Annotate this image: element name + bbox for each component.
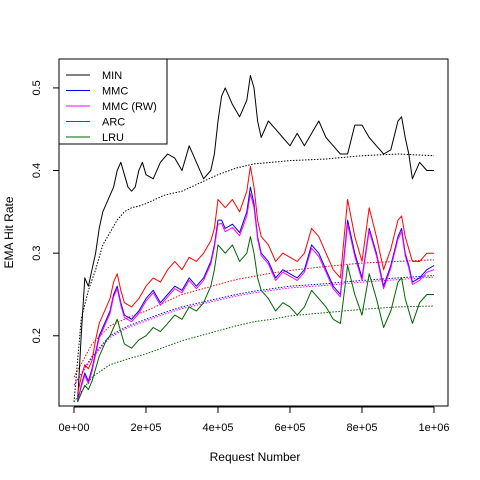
y-tick-label: 0.5 [31,80,43,95]
series-line-lru [77,236,434,403]
legend: MIN MMC MMC (RW) ARC LRU [58,58,168,145]
series-line-mmc-rw [77,193,435,403]
y-tick-label: 0.2 [31,328,43,343]
legend-label-mmc-rw: MMC (RW) [102,101,157,113]
cumulative-line-min [73,153,435,402]
x-tick-label: 2e+05 [131,422,162,434]
cumulative-line-lru [73,305,435,403]
x-axis: 0e+00 2e+05 4e+05 6e+05 8e+05 1e+06 [59,406,450,434]
x-tick-label: 8e+05 [347,422,378,434]
legend-label-min: MIN [102,70,122,82]
y-tick-label: 0.4 [31,163,43,178]
cumulative-line-arc [73,259,435,378]
plot-lines [73,75,435,403]
x-tick-label: 1e+06 [419,422,450,434]
y-axis-label: EMA Hit Rate [2,196,16,268]
series-line-arc [77,165,434,394]
cumulative-line-mmc-rw [73,276,435,386]
legend-label-lru: LRU [102,132,124,144]
y-axis: 0.2 0.3 0.4 0.5 [31,80,60,343]
legend-box [58,58,168,145]
series-line-mmc [77,186,435,403]
cumulative-line-mmc [73,275,435,386]
x-axis-label: Request Number [210,450,301,464]
y-tick-label: 0.3 [31,246,43,261]
legend-label-arc: ARC [102,117,125,129]
legend-label-mmc: MMC [102,86,128,98]
x-tick-label: 6e+05 [275,422,306,434]
x-tick-label: 4e+05 [203,422,234,434]
x-tick-label: 0e+00 [59,422,90,434]
series-line-min [77,75,434,402]
